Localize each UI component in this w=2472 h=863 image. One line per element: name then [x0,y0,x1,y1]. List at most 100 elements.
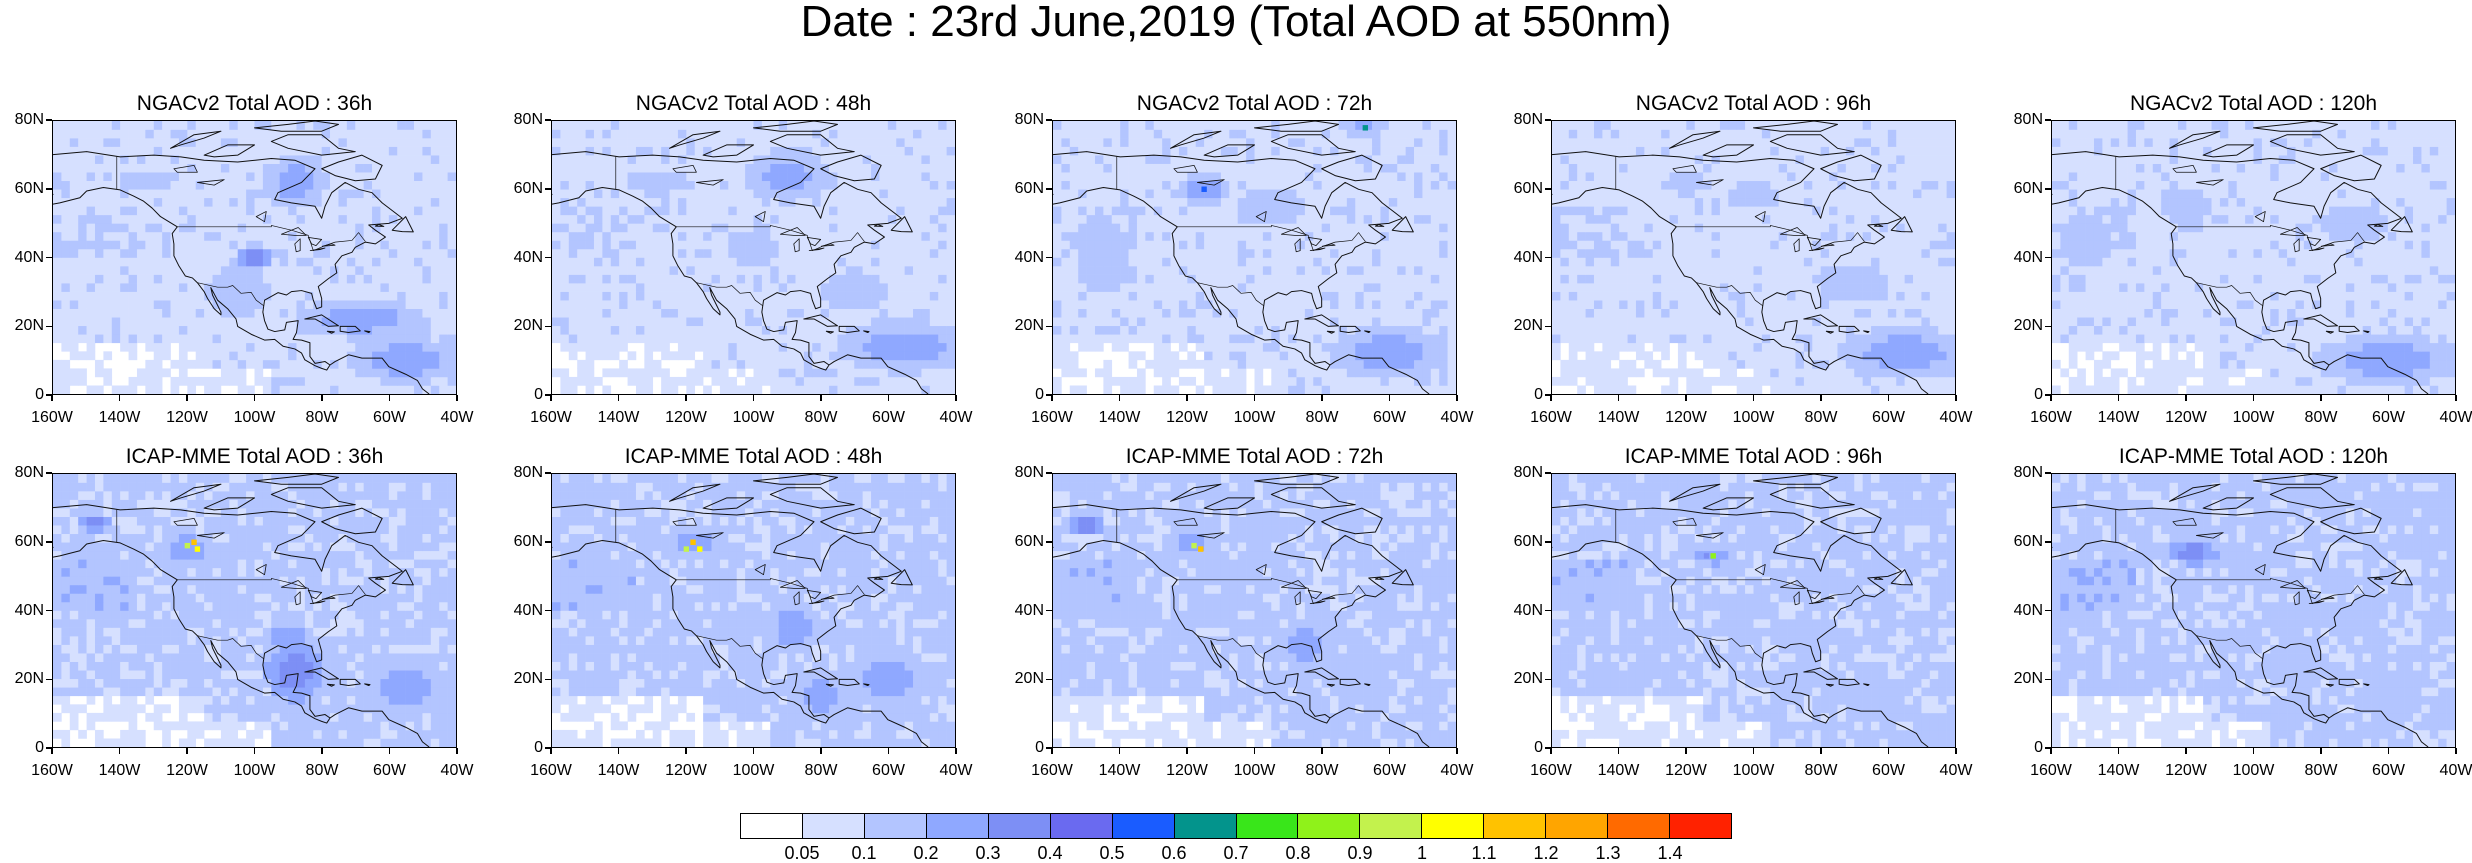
panel-r0c0-ytick-label: 80N [0,112,44,128]
panel-r1c0-ytick [46,610,52,612]
panel-r1c2-xtick [1456,748,1458,754]
panel-r0c3-xtick [1550,395,1552,401]
panel-r0c2-xtick [1254,395,1256,401]
colorbar-swatch-10 [1360,814,1422,838]
panel-r1c4-ytick-label: 20N [1999,671,2043,687]
aod-field [552,474,955,747]
panel-r0c3-ytick-label: 80N [1499,112,1543,128]
panel-r1c0-xtick [51,748,53,754]
colorbar-swatch-12 [1484,814,1546,838]
panel-r0c1-xtick [685,395,687,401]
colorbar-swatch-15 [1670,814,1731,838]
panel-r1c2-xtick-label: 100W [1230,763,1280,779]
panel-r0c1-title: NGACv2 Total AOD : 48h [551,92,956,116]
panel-r1c2-xtick [1051,748,1053,754]
panel-r0c4-xtick-label: 160W [2026,410,2076,426]
smoke-hotspot-2 [185,543,190,548]
panel-r0c3-ytick-label: 40N [1499,250,1543,266]
panel-r1c1-xtick [955,748,957,754]
smoke-hotspot-0 [1201,187,1206,192]
panel-r1c3-ytick-label: 40N [1499,603,1543,619]
aod-field [552,121,955,394]
colorbar-label: 1.4 [1645,844,1695,862]
panel-r0c2-ytick [1046,257,1052,259]
panel-r0c4-xtick-label: 100W [2229,410,2279,426]
panel-r1c2-ytick-label: 0 [1000,740,1044,756]
panel-r0c4-xtick-label: 60W [2364,410,2414,426]
aod-field [1552,121,1955,394]
panel-r0c3-xtick-label: 140W [1594,410,1644,426]
panel-r0c3-ytick-label: 20N [1499,318,1543,334]
panel-r1c2-xtick-label: 140W [1095,763,1145,779]
panel-r1c1-ytick-label: 80N [499,465,543,481]
colorbar-swatch-13 [1546,814,1608,838]
colorbar-swatch-4 [989,814,1051,838]
panel-r1c3-ytick-label: 80N [1499,465,1543,481]
panel-r1c0-xtick-label: 40W [432,763,482,779]
panel-r1c2-map [1052,473,1457,748]
panel-r0c0-ytick-label: 40N [0,250,44,266]
panel-r1c2-ytick-label: 80N [1000,465,1044,481]
panel-r1c0-title: ICAP-MME Total AOD : 36h [52,445,457,469]
panel-r1c1-ytick-label: 20N [499,671,543,687]
panel-r1c2-ytick [1046,472,1052,474]
panel-r1c4-xtick [2118,748,2120,754]
panel-r0c3-title: NGACv2 Total AOD : 96h [1551,92,1956,116]
panel-r0c2-xtick [1051,395,1053,401]
panel-r1c4-map [2051,473,2456,748]
panel-r0c1-xtick-label: 40W [931,410,981,426]
panel-r0c3-xtick [1618,395,1620,401]
panel-r0c3-xtick [1955,395,1957,401]
colorbar-swatch-1 [803,814,865,838]
panel-r0c4-xtick-label: 80W [2296,410,2346,426]
panel-r1c4-xtick [2388,748,2390,754]
panel-r0c0-xtick-label: 120W [162,410,212,426]
panel-r1c1-ytick [545,610,551,612]
panel-r1c0-ytick-label: 20N [0,671,44,687]
panel-r0c1-ytick [545,257,551,259]
panel-r0c0-ytick-label: 60N [0,181,44,197]
panel-r1c4-xtick-label: 160W [2026,763,2076,779]
panel-r0c3-xtick-label: 120W [1661,410,1711,426]
panel-r1c0-ytick [46,679,52,681]
panel-r1c0-xtick [456,748,458,754]
panel-r0c3-ytick [1545,257,1551,259]
panel-r0c0-xtick [456,395,458,401]
panel-r0c0-xtick [321,395,323,401]
colorbar-swatch-5 [1051,814,1113,838]
panel-r1c3-ytick [1545,610,1551,612]
panel-r1c2-xtick-label: 80W [1297,763,1347,779]
panel-r0c0-xtick [186,395,188,401]
colorbar-swatch-7 [1175,814,1237,838]
aod-field [1053,121,1456,394]
panel-r0c2-ytick-label: 60N [1000,181,1044,197]
panel-r1c0-ytick-label: 40N [0,603,44,619]
colorbar-label: 0.7 [1211,844,1261,862]
panel-r1c2-xtick-label: 60W [1365,763,1415,779]
colorbar-label: 0.5 [1087,844,1137,862]
panel-r1c0-ytick [46,541,52,543]
panel-r0c0-ytick [46,119,52,121]
smoke-hotspot-0 [191,540,196,545]
panel-r1c1-xtick-label: 60W [864,763,914,779]
panel-r0c0-ytick [46,188,52,190]
panel-r1c3-ytick [1545,541,1551,543]
panel-r0c2-xtick-label: 60W [1365,410,1415,426]
panel-r1c1-xtick [820,748,822,754]
panel-r0c2-ytick [1046,326,1052,328]
panel-r0c2-xtick-label: 120W [1162,410,1212,426]
panel-r1c0-xtick-label: 140W [95,763,145,779]
panel-r1c0-xtick [186,748,188,754]
panel-r0c4-xtick [2320,395,2322,401]
panel-r0c1-xtick-label: 120W [661,410,711,426]
colorbar-swatch-6 [1113,814,1175,838]
panel-r1c1-xtick-label: 40W [931,763,981,779]
panel-r1c4-xtick [2050,748,2052,754]
panel-r1c2-ytick [1046,679,1052,681]
panel-r1c2-xtick [1254,748,1256,754]
smoke-hotspot-1 [195,546,200,551]
panel-r0c1-xtick-label: 160W [526,410,576,426]
panel-r1c4-ytick [2045,472,2051,474]
panel-r1c1-xtick-label: 140W [594,763,644,779]
panel-r1c3-ytick-label: 0 [1499,740,1543,756]
